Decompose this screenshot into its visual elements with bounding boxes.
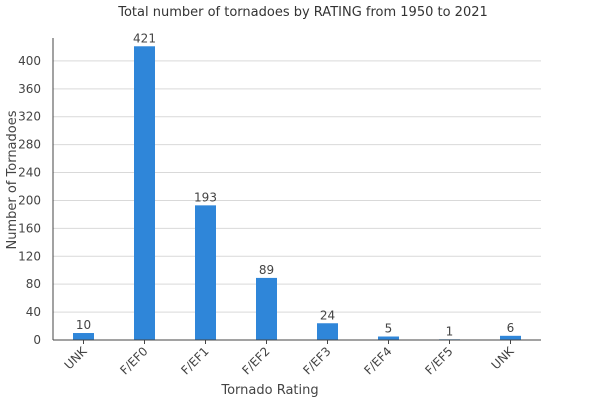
x-tick-label: F/EF4 xyxy=(361,344,394,377)
data-labels: 10 421 193 89 24 5 1 6 xyxy=(76,31,514,338)
x-tick-label: F/EF3 xyxy=(300,344,333,377)
bar xyxy=(378,336,399,340)
bar-value-label: 89 xyxy=(259,263,274,277)
y-tick-label: 80 xyxy=(26,277,41,291)
x-tick-label: UNK xyxy=(489,343,518,372)
bar xyxy=(317,323,338,340)
y-tick-label: 160 xyxy=(18,221,41,235)
y-tick-label: 280 xyxy=(18,138,41,152)
y-tick-label: 120 xyxy=(18,249,41,263)
gridlines xyxy=(53,60,541,313)
chart-title: Total number of tornadoes by RATING from… xyxy=(117,5,488,20)
y-tick-label: 40 xyxy=(26,305,41,319)
bar xyxy=(500,335,521,340)
x-tick-label: UNK xyxy=(62,343,91,372)
y-tick-label: 200 xyxy=(18,193,41,207)
bar xyxy=(195,205,216,340)
y-tick-label: 0 xyxy=(33,333,41,347)
bar-value-label: 6 xyxy=(507,321,515,335)
bar xyxy=(134,46,155,341)
bar xyxy=(73,333,94,340)
x-tick-label: F/EF1 xyxy=(178,344,211,377)
x-tick-label: F/EF0 xyxy=(117,344,150,377)
y-tick-label: 240 xyxy=(18,166,41,180)
y-tick-label: 400 xyxy=(18,54,41,68)
bar xyxy=(256,277,277,340)
bar-value-label: 421 xyxy=(133,31,156,45)
y-tick-label: 320 xyxy=(18,110,41,124)
bars xyxy=(73,46,521,341)
bar-value-label: 193 xyxy=(194,190,217,204)
x-axis-label: Tornado Rating xyxy=(220,383,318,398)
bar-value-label: 10 xyxy=(76,318,91,332)
bar-value-label: 5 xyxy=(385,322,393,336)
x-tick-label: F/EF2 xyxy=(239,344,272,377)
y-tick-label: 360 xyxy=(18,82,41,96)
x-tick-label: F/EF5 xyxy=(422,344,455,377)
bar-value-label: 24 xyxy=(320,308,335,322)
bar-value-label: 1 xyxy=(446,324,454,338)
y-axis-label: Number of Tornadoes xyxy=(5,110,20,249)
